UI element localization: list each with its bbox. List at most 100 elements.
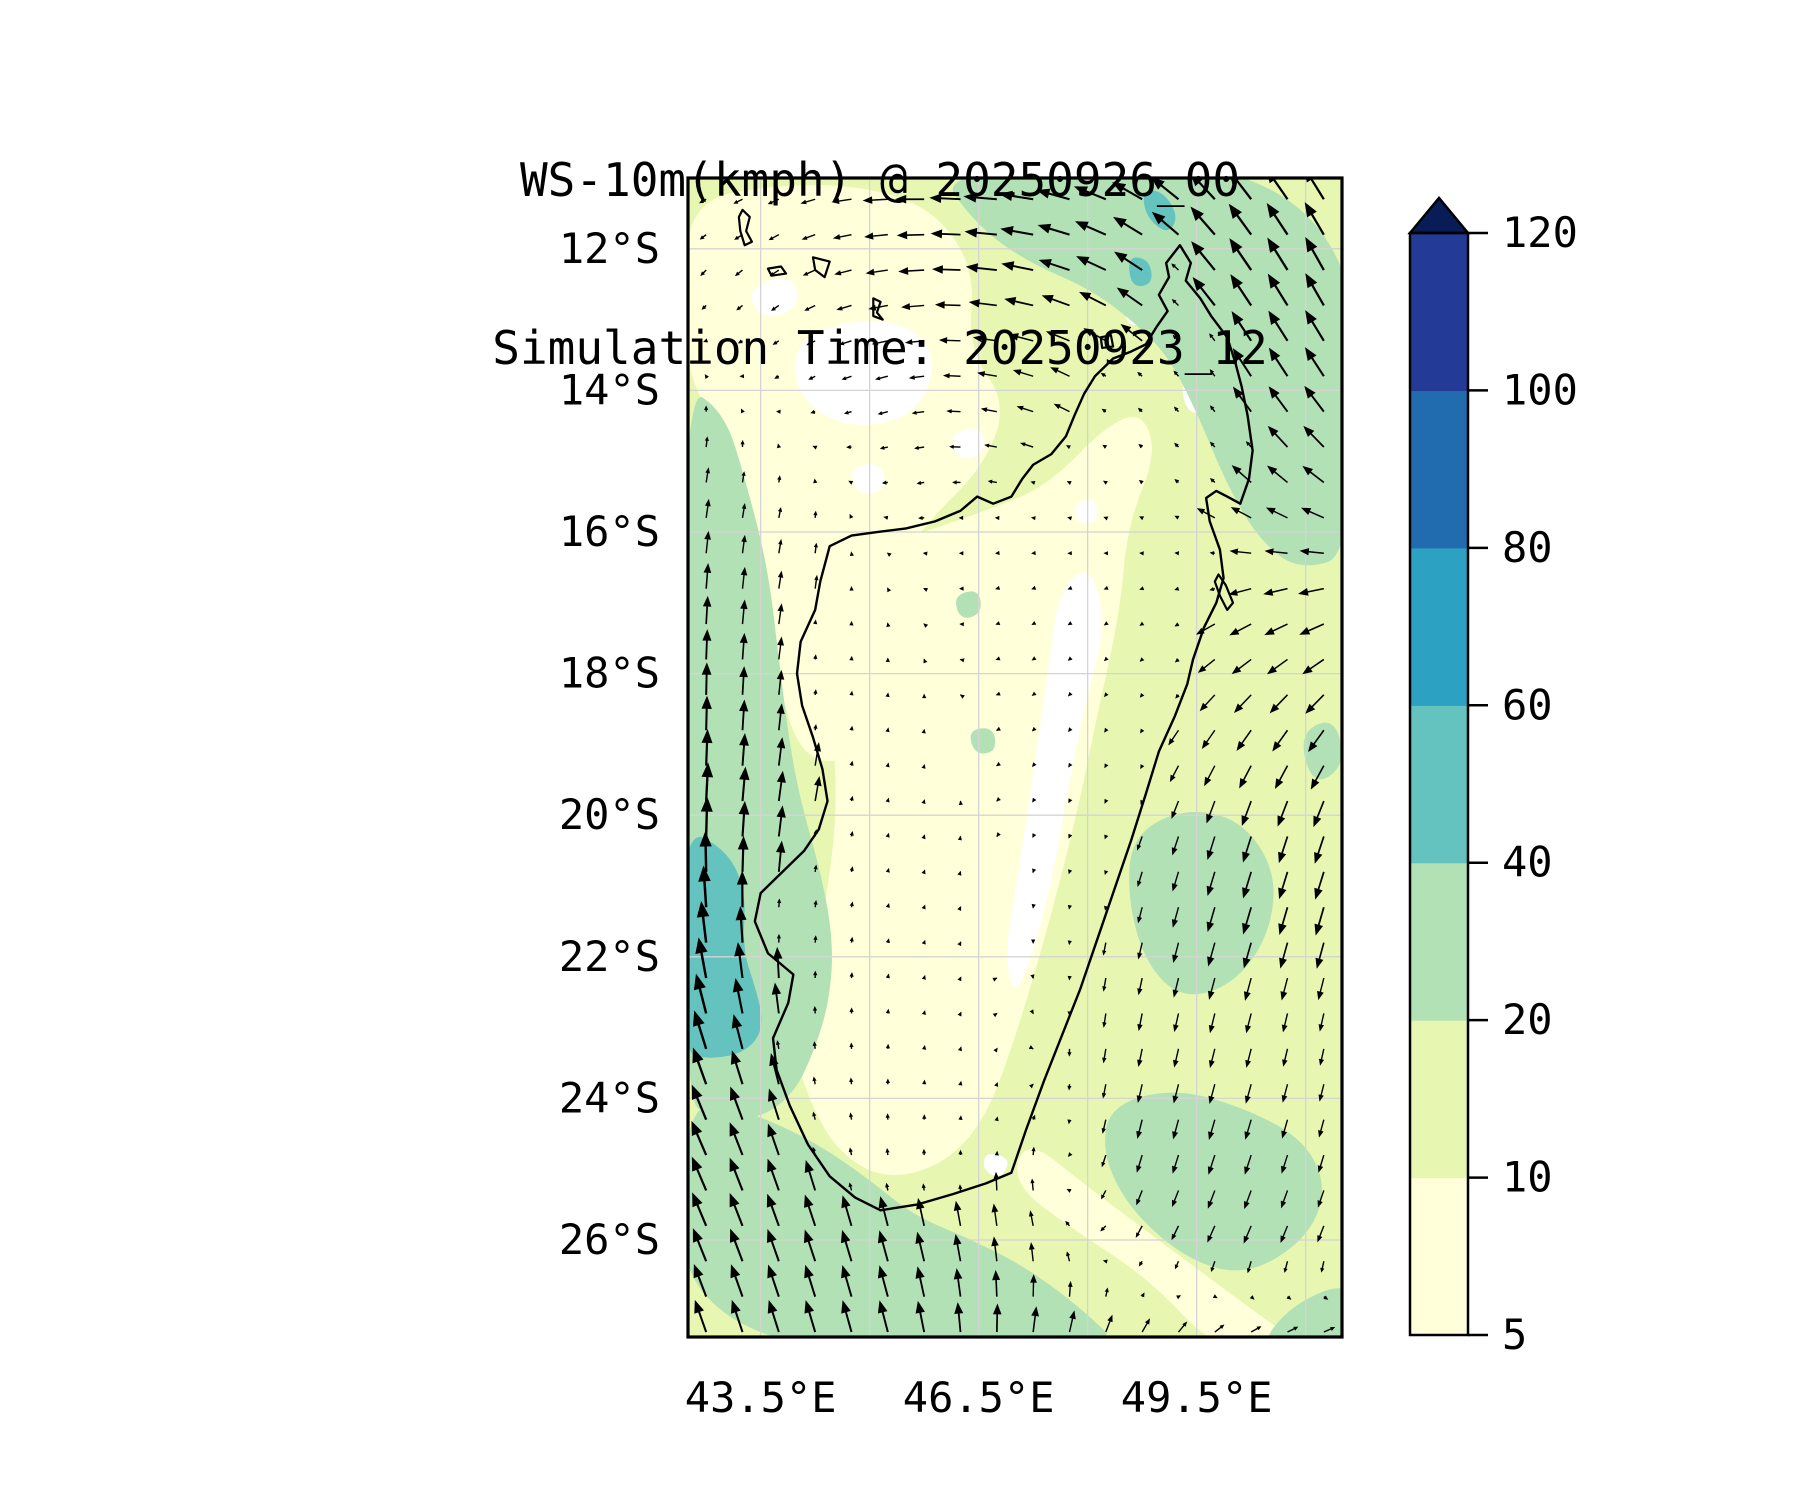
lat-tick-label: 16°S xyxy=(559,507,660,556)
wind-arrow-head xyxy=(879,445,885,450)
wind-arrow-shaft xyxy=(1236,658,1252,671)
wind-arrow-head xyxy=(953,1268,963,1280)
wind-arrow-head xyxy=(703,338,709,343)
contour-band-20-40 xyxy=(970,728,996,754)
wind-arrow-shaft xyxy=(979,337,997,342)
wind-arrow-head xyxy=(921,1183,926,1189)
wind-arrow-head xyxy=(692,1228,703,1243)
wind-arrow-shaft xyxy=(1200,623,1216,633)
wind-arrow-head xyxy=(1197,665,1207,673)
wind-arrow-head xyxy=(1104,905,1109,911)
wind-arrow-head xyxy=(800,199,807,205)
wind-arrow-shaft xyxy=(974,266,997,271)
wind-arrow-head xyxy=(771,982,782,995)
wind-arrow-shaft xyxy=(741,540,745,554)
wind-arrow-shaft xyxy=(694,1165,708,1191)
wind-arrow-head xyxy=(812,1111,817,1117)
wind-arrow-head xyxy=(1103,621,1109,626)
lat-tick-label: 26°S xyxy=(559,1215,660,1264)
wind-arrow-shaft xyxy=(701,912,708,943)
wind-arrow-head xyxy=(738,800,750,815)
wind-arrow-shaft xyxy=(704,842,708,872)
wind-arrow-head xyxy=(848,1182,853,1188)
wind-arrow-head xyxy=(1068,727,1073,733)
wind-arrow-head xyxy=(993,1171,1000,1179)
contour-band-20-40 xyxy=(1303,722,1342,780)
wind-arrow-head xyxy=(1174,478,1180,484)
wind-arrow-shaft xyxy=(913,375,925,379)
wind-arrow-head xyxy=(1301,507,1312,516)
wind-arrow-head xyxy=(958,1184,963,1189)
wind-arrow-shaft xyxy=(806,1238,817,1262)
wind-arrow-shaft xyxy=(838,269,852,274)
colorbar-outline xyxy=(1408,231,1470,1337)
wind-arrow-head xyxy=(813,935,818,940)
wind-arrow-head xyxy=(1191,241,1205,256)
coastline-layer xyxy=(737,208,1254,1212)
wind-arrow-shaft xyxy=(1319,1119,1325,1133)
wind-arrow-shaft xyxy=(1138,907,1143,919)
contour-band-lt5 xyxy=(1074,499,1098,524)
wind-arrow-shaft xyxy=(1009,229,1034,236)
wind-arrow-head xyxy=(1304,202,1317,218)
wind-arrow-shaft xyxy=(741,810,746,837)
wind-arrow-head xyxy=(1173,370,1179,376)
wind-arrow-head xyxy=(1104,692,1109,698)
wind-arrow-shaft xyxy=(1272,318,1289,342)
wind-arrow-shaft xyxy=(1103,1013,1107,1024)
wind-arrow-head xyxy=(1172,989,1179,998)
wind-arrow-head xyxy=(704,405,709,410)
wind-arrow-head xyxy=(692,1192,703,1208)
wind-arrow-head xyxy=(769,271,775,277)
wind-arrow-head xyxy=(1030,1274,1037,1283)
wind-arrow-head xyxy=(921,974,926,980)
wind-arrow-shaft xyxy=(838,233,852,238)
wind-arrow-head xyxy=(1267,237,1280,253)
wind-arrow-head xyxy=(831,198,840,205)
wind-arrow-shaft xyxy=(699,948,708,979)
wind-arrow-head xyxy=(848,1112,854,1118)
wind-arrow-head xyxy=(701,729,713,744)
wind-arrow-head xyxy=(773,946,783,959)
wind-arrow-head xyxy=(885,727,890,733)
wind-arrow-shaft xyxy=(738,952,744,979)
wind-arrow-head xyxy=(1151,178,1165,190)
wind-arrow-shaft xyxy=(1318,1225,1325,1238)
wind-arrow-head xyxy=(1140,1292,1145,1298)
wind-arrow-head xyxy=(849,795,854,801)
wind-arrow-head xyxy=(1207,990,1215,1000)
wind-arrow-head xyxy=(980,407,988,413)
wind-arrow-shaft xyxy=(736,987,744,1014)
wind-arrow-shaft xyxy=(741,708,745,731)
wind-arrow-head xyxy=(813,478,818,484)
wind-arrow-shaft xyxy=(1310,694,1325,709)
wind-arrow-head xyxy=(1317,1165,1324,1173)
wind-arrow-head xyxy=(885,832,890,838)
wind-arrow-shaft xyxy=(705,671,708,695)
wind-arrow-head xyxy=(999,190,1013,202)
wind-arrow-head xyxy=(1103,585,1109,590)
wind-arrow-shaft xyxy=(777,779,783,802)
wind-arrow-head xyxy=(1236,740,1246,751)
wind-arrow-shaft xyxy=(1030,1247,1034,1262)
wind-arrow-shaft xyxy=(807,1273,817,1297)
wind-arrow-shaft xyxy=(694,1094,708,1121)
contour-band-20-40 xyxy=(688,1102,1107,1337)
wind-arrow-shaft xyxy=(696,1272,708,1298)
wind-arrow-head xyxy=(1031,691,1037,697)
colorbar-tick-label: 100 xyxy=(1502,365,1578,414)
wind-arrow-shaft xyxy=(907,304,925,308)
wind-arrow-shaft xyxy=(1281,1225,1289,1239)
wind-arrow-head xyxy=(1171,298,1177,304)
wind-arrow-head xyxy=(1209,441,1215,447)
wind-arrow-head xyxy=(702,595,712,607)
wind-arrow-shaft xyxy=(1177,1323,1186,1333)
wind-arrow-head xyxy=(1067,1152,1073,1157)
wind-arrow-shaft xyxy=(695,1201,708,1227)
wind-arrow-head xyxy=(803,1229,814,1244)
wind-arrow-head xyxy=(1209,405,1215,411)
wind-arrow-head xyxy=(949,444,954,449)
wind-arrow-shaft xyxy=(1173,871,1180,887)
wind-arrow-head xyxy=(769,1053,779,1067)
